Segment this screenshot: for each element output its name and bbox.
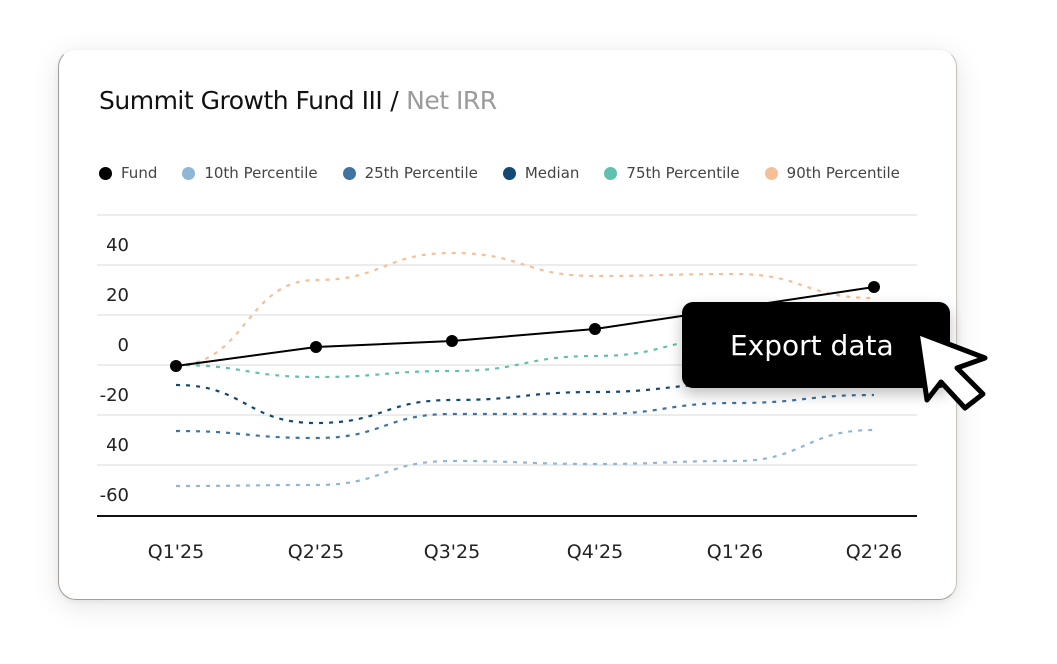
fund-data-point[interactable] — [310, 341, 322, 353]
x-tick-label: Q2'25 — [288, 541, 344, 563]
x-tick-label: Q4'25 — [567, 541, 623, 563]
legend-label: 90th Percentile — [786, 164, 900, 182]
title-separator: / — [390, 86, 399, 115]
series-line-10th-percentile — [175, 428, 875, 488]
legend-dot-icon — [99, 166, 112, 180]
legend-label: 10th Percentile — [204, 164, 318, 182]
export-data-button[interactable]: Export data — [682, 302, 950, 388]
legend-dot-icon — [182, 166, 196, 180]
legend-label: 25th Percentile — [364, 164, 478, 182]
legend-dot-icon — [764, 166, 778, 180]
legend-item-90th[interactable]: 90th Percentile — [764, 164, 900, 182]
fund-data-point[interactable] — [446, 335, 458, 347]
x-tick-label: Q1'26 — [707, 541, 763, 563]
fund-data-point[interactable] — [868, 281, 880, 293]
fund-data-point[interactable] — [170, 360, 182, 372]
mouse-pointer-icon — [915, 329, 988, 411]
metric-name: Net IRR — [406, 86, 497, 115]
x-tick-label: Q2'26 — [846, 541, 902, 563]
legend-item-75th[interactable]: 75th Percentile — [604, 164, 740, 182]
legend-dot-icon — [502, 166, 516, 180]
legend-label: Fund — [121, 164, 158, 182]
x-tick-label: Q3'25 — [424, 541, 480, 563]
legend-item-10th[interactable]: 10th Percentile — [182, 164, 318, 182]
legend-item-25th[interactable]: 25th Percentile — [342, 164, 478, 182]
series-line-90th-percentile — [175, 251, 875, 367]
y-tick-label: -60 — [100, 485, 129, 506]
export-data-label: Export data — [730, 328, 894, 362]
fund-name: Summit Growth Fund III — [99, 86, 383, 115]
legend-dot-icon — [604, 166, 618, 180]
chart-legend: Fund 10th Percentile 25th Percentile Med… — [99, 164, 925, 182]
y-tick-label: 40 — [106, 435, 129, 456]
series-line-median — [175, 374, 875, 425]
legend-dot-icon — [342, 166, 356, 180]
legend-item-median[interactable]: Median — [502, 164, 580, 182]
series-line-25th-percentile — [175, 393, 875, 440]
fund-data-point[interactable] — [589, 323, 601, 335]
legend-item-fund[interactable]: Fund — [99, 164, 157, 182]
legend-label: Median — [524, 164, 580, 182]
chart-title: Summit Growth Fund III / Net IRR — [99, 86, 497, 115]
x-tick-label: Q1'25 — [148, 541, 204, 563]
legend-label: 75th Percentile — [626, 164, 740, 182]
y-tick-label: 20 — [106, 285, 129, 306]
y-tick-label: 40 — [106, 235, 129, 256]
y-tick-label: 0 — [118, 335, 129, 356]
y-tick-label: -20 — [100, 385, 129, 406]
